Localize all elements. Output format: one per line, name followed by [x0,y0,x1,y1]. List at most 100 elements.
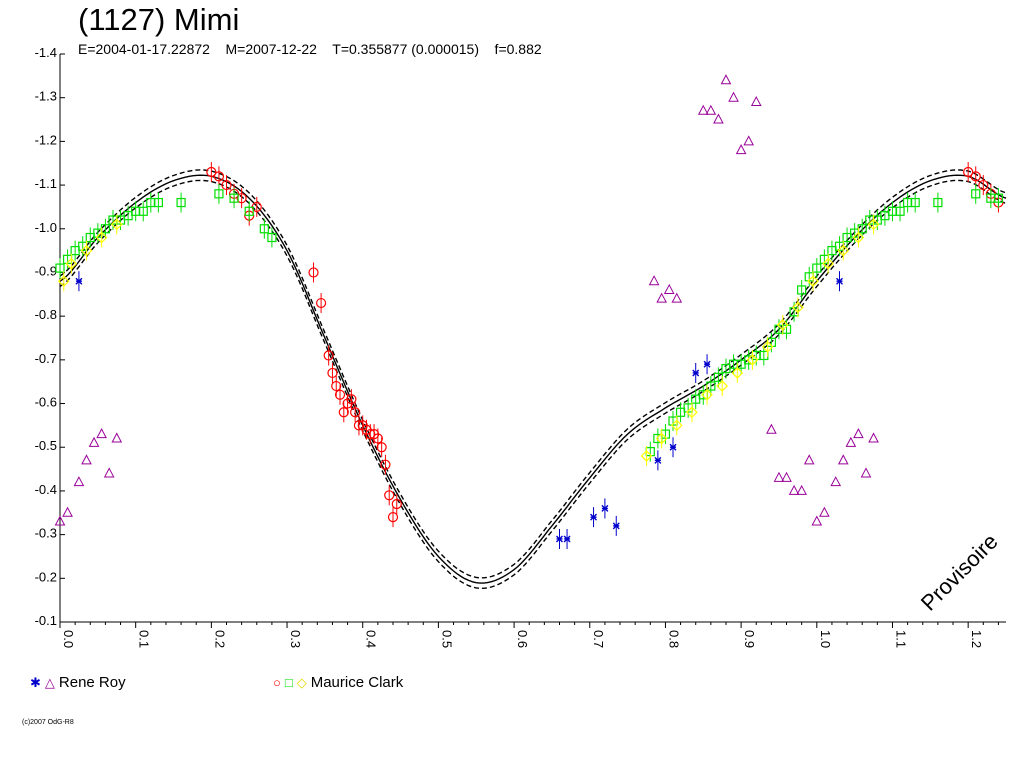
y-tick-label: -0.1 [35,613,57,628]
data-point-diamond [822,253,835,274]
data-point-triangle [73,476,85,487]
data-point-square [138,201,148,222]
data-point-diamond [807,271,819,292]
data-point-square [214,183,224,204]
data-point-diamond [731,362,744,383]
diamond-marker [110,218,123,231]
triangle-marker [103,467,115,478]
data-point-triangle [845,436,857,447]
triangle-marker [648,275,660,286]
data-point-diamond [867,214,880,235]
square-marker [244,206,254,216]
y-tick-label: -0.4 [35,482,57,497]
square-marker [993,193,1004,203]
data-point-square [244,201,254,222]
data-point-triangle [830,476,842,487]
data-point-diamond [640,445,653,466]
data-point-diamond [110,214,123,235]
data-point-asterisk [612,515,620,536]
data-point-circle [236,188,247,209]
data-point-circle [970,166,981,187]
data-point-diamond [837,240,850,261]
x-tick-label: 0.8 [666,630,681,648]
legend-label-maurice-clark: Maurice Clark [310,674,404,691]
triangle-marker [663,283,675,294]
circle-marker [327,367,338,379]
triangle-marker [766,423,777,434]
data-point-square [267,227,277,248]
triangle-marker [705,104,717,115]
asterisk-marker-icon: ✱ [30,675,41,690]
y-tick-label: -1.1 [35,176,57,191]
triangle-marker [62,506,73,517]
data-point-square [827,240,837,261]
data-point-square [797,279,807,300]
data-point-circle [963,161,974,182]
triangle-marker [860,467,872,478]
triangle-marker [720,74,732,85]
diamond-marker-icon: ◇ [296,675,307,690]
data-point-triangle [656,292,667,303]
triangle-marker [811,515,823,526]
data-point-asterisk [692,362,700,383]
triangle-marker [743,135,755,146]
y-tick-label: -0.7 [35,351,57,366]
data-point-triangle [728,91,739,102]
data-point-circle [323,345,334,366]
asterisk-marker [75,277,83,285]
triangle-marker [819,506,830,517]
data-point-diamond [57,271,70,292]
data-point-triangle [811,515,823,526]
x-tick-label: 1.2 [969,630,984,648]
data-point-triangle [62,506,73,517]
data-point-asterisk [75,271,83,292]
data-point-triangle [81,454,92,465]
data-point-circle [384,485,395,506]
data-point-triangle [796,484,807,495]
data-point-diamond [792,297,804,318]
data-point-diamond [686,402,698,423]
data-point-circle [387,507,399,528]
x-tick-label: 1.0 [818,630,833,648]
triangle-marker [837,454,849,465]
data-point-triangle [860,467,872,478]
data-point-diamond [852,227,865,248]
triangle-marker [796,484,807,495]
triangle-marker [671,292,683,303]
y-tick-label: -0.6 [35,395,57,410]
data-point-diamond [655,428,668,449]
diamond-marker [731,367,744,379]
diamond-marker [655,432,668,445]
data-point-square [229,188,239,209]
data-point-circle [334,384,346,405]
diamond-marker [852,231,865,244]
diamond-marker [640,450,653,462]
data-point-asterisk [836,271,843,292]
circle-marker [391,498,402,510]
square-marker [910,197,920,208]
diamond-marker [761,340,774,353]
data-point-diamond [670,415,683,436]
data-point-triangle [868,432,879,443]
circle-marker [331,380,342,392]
asterisk-marker [654,456,662,464]
x-tick-label: 0.9 [742,630,757,648]
diamond-marker [822,257,835,270]
data-point-asterisk [601,498,609,519]
data-point-triangle [96,428,107,439]
data-point-triangle [781,471,792,482]
data-point-square [653,428,663,449]
x-tick-label: 0.3 [288,630,303,648]
circle-marker [334,389,346,400]
data-point-circle [376,437,387,458]
data-point-square [812,258,822,279]
y-tick-label: -1.4 [35,45,57,60]
y-tick-label: -0.2 [35,569,57,584]
x-tick-label: 0.4 [364,630,379,648]
data-point-diamond [761,336,774,357]
circle-marker [353,420,365,431]
data-point-asterisk [590,507,598,528]
square-marker [55,263,65,273]
circle-marker [221,179,232,191]
